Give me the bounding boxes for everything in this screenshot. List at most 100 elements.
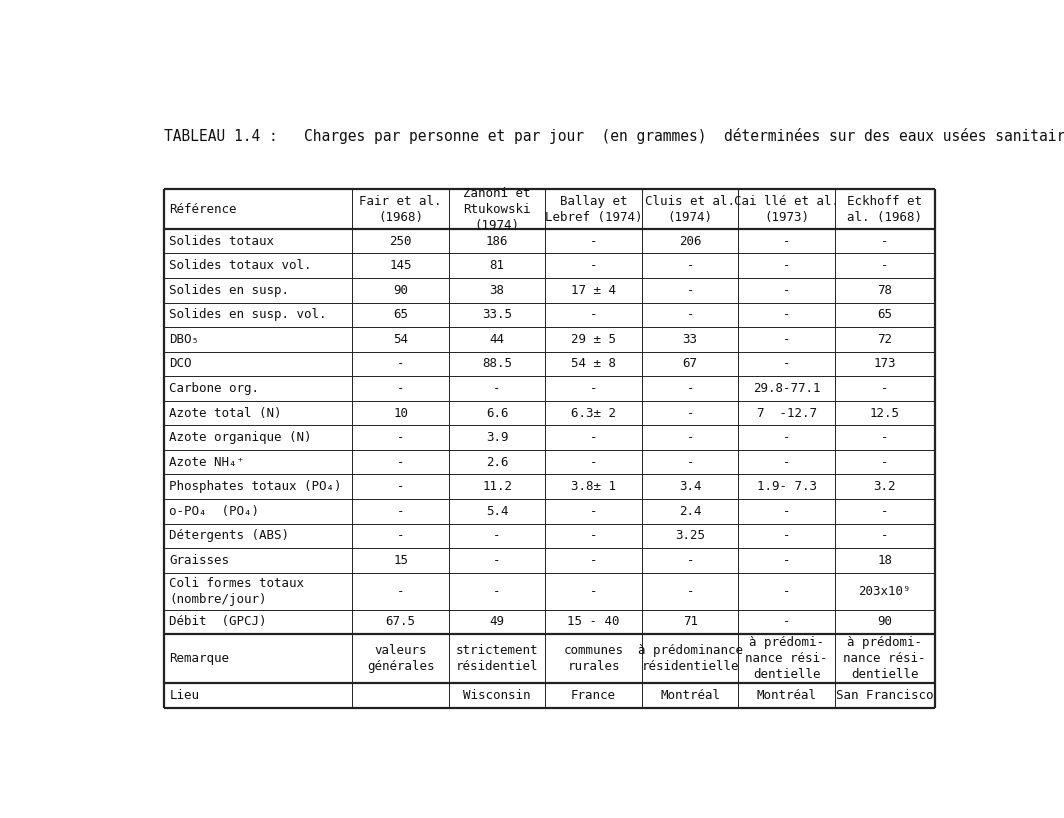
Text: 78: 78	[877, 284, 893, 297]
Text: Solides en susp. vol.: Solides en susp. vol.	[169, 308, 327, 321]
Text: 29.8-77.1: 29.8-77.1	[753, 382, 820, 395]
Text: -: -	[397, 431, 404, 444]
Text: -: -	[589, 431, 597, 444]
Text: communes
rurales: communes rurales	[564, 645, 624, 673]
Text: Graisses: Graisses	[169, 554, 229, 567]
Text: -: -	[783, 585, 791, 598]
Text: Montréal: Montréal	[757, 689, 817, 702]
Text: o-PO₄  (PO₄): o-PO₄ (PO₄)	[169, 505, 260, 518]
Text: -: -	[589, 554, 597, 567]
Text: 206: 206	[679, 235, 701, 248]
Text: strictement
résidentiel: strictement résidentiel	[455, 645, 538, 673]
Text: à prédomi-
nance rési-
dentielle: à prédomi- nance rési- dentielle	[844, 636, 926, 681]
Text: 15 - 40: 15 - 40	[567, 615, 620, 628]
Text: TABLEAU 1.4 :   Charges par personne et par jour  (en grammes)  déterminées sur : TABLEAU 1.4 : Charges par personne et pa…	[164, 128, 1064, 145]
Text: 3.4: 3.4	[679, 480, 701, 493]
Text: 67: 67	[683, 357, 698, 371]
Text: -: -	[783, 615, 791, 628]
Text: -: -	[881, 529, 888, 542]
Text: -: -	[686, 284, 694, 297]
Text: 15: 15	[393, 554, 409, 567]
Text: DCO: DCO	[169, 357, 192, 371]
Text: 145: 145	[389, 259, 412, 272]
Text: 3.8± 1: 3.8± 1	[571, 480, 616, 493]
Text: 10: 10	[393, 407, 409, 420]
Text: Ballay et
Lebref (1974): Ballay et Lebref (1974)	[545, 195, 643, 223]
Text: 90: 90	[393, 284, 409, 297]
Text: Cai llé et al.
(1973): Cai llé et al. (1973)	[734, 195, 839, 223]
Text: 38: 38	[489, 284, 504, 297]
Text: 2.4: 2.4	[679, 505, 701, 518]
Text: -: -	[494, 529, 501, 542]
Text: Détergents (ABS): Détergents (ABS)	[169, 529, 289, 542]
Text: 33.5: 33.5	[482, 308, 512, 321]
Text: 6.3± 2: 6.3± 2	[571, 407, 616, 420]
Text: -: -	[397, 480, 404, 493]
Text: Solides en susp.: Solides en susp.	[169, 284, 289, 297]
Text: Azote total (N): Azote total (N)	[169, 407, 282, 420]
Text: -: -	[589, 382, 597, 395]
Text: -: -	[783, 284, 791, 297]
Text: San Francisco: San Francisco	[836, 689, 933, 702]
Text: -: -	[686, 407, 694, 420]
Text: -: -	[397, 357, 404, 371]
Text: -: -	[589, 259, 597, 272]
Text: -: -	[881, 431, 888, 444]
Text: -: -	[686, 431, 694, 444]
Text: -: -	[783, 554, 791, 567]
Text: Azote organique (N): Azote organique (N)	[169, 431, 312, 444]
Text: 88.5: 88.5	[482, 357, 512, 371]
Text: Lieu: Lieu	[169, 689, 199, 702]
Text: 44: 44	[489, 333, 504, 346]
Text: -: -	[589, 235, 597, 248]
Text: 17 ± 4: 17 ± 4	[571, 284, 616, 297]
Text: -: -	[686, 382, 694, 395]
Text: -: -	[783, 235, 791, 248]
Text: 11.2: 11.2	[482, 480, 512, 493]
Text: -: -	[783, 431, 791, 444]
Text: -: -	[783, 505, 791, 518]
Text: 65: 65	[393, 308, 409, 321]
Text: 12.5: 12.5	[869, 407, 900, 420]
Text: 3.25: 3.25	[676, 529, 705, 542]
Text: -: -	[589, 456, 597, 469]
Text: -: -	[686, 456, 694, 469]
Text: -: -	[783, 529, 791, 542]
Text: -: -	[686, 259, 694, 272]
Text: -: -	[589, 505, 597, 518]
Text: -: -	[397, 585, 404, 598]
Text: -: -	[397, 529, 404, 542]
Text: 90: 90	[877, 615, 893, 628]
Text: Coli formes totaux
(nombre/jour): Coli formes totaux (nombre/jour)	[169, 577, 304, 605]
Text: 18: 18	[877, 554, 893, 567]
Text: 49: 49	[489, 615, 504, 628]
Text: à prédominance
résidentielle: à prédominance résidentielle	[637, 645, 743, 673]
Text: 81: 81	[489, 259, 504, 272]
Text: 3.9: 3.9	[486, 431, 509, 444]
Text: à prédomi-
nance rési-
dentielle: à prédomi- nance rési- dentielle	[746, 636, 828, 681]
Text: 6.6: 6.6	[486, 407, 509, 420]
Text: 54 ± 8: 54 ± 8	[571, 357, 616, 371]
Text: Débit  (GPCJ): Débit (GPCJ)	[169, 615, 267, 628]
Text: -: -	[686, 554, 694, 567]
Text: valeurs
générales: valeurs générales	[367, 645, 434, 673]
Text: 71: 71	[683, 615, 698, 628]
Text: -: -	[686, 308, 694, 321]
Text: -: -	[783, 333, 791, 346]
Text: DBO₅: DBO₅	[169, 333, 199, 346]
Text: 54: 54	[393, 333, 409, 346]
Text: -: -	[589, 308, 597, 321]
Text: 33: 33	[683, 333, 698, 346]
Text: -: -	[881, 505, 888, 518]
Text: -: -	[589, 529, 597, 542]
Text: 203x10⁹: 203x10⁹	[859, 585, 911, 598]
Text: Cluis et al.
(1974): Cluis et al. (1974)	[645, 195, 735, 223]
Text: -: -	[397, 505, 404, 518]
Text: -: -	[397, 382, 404, 395]
Text: 2.6: 2.6	[486, 456, 509, 469]
Text: 173: 173	[874, 357, 896, 371]
Text: Référence: Référence	[169, 203, 237, 216]
Text: 186: 186	[486, 235, 509, 248]
Text: -: -	[881, 235, 888, 248]
Text: Montréal: Montréal	[660, 689, 720, 702]
